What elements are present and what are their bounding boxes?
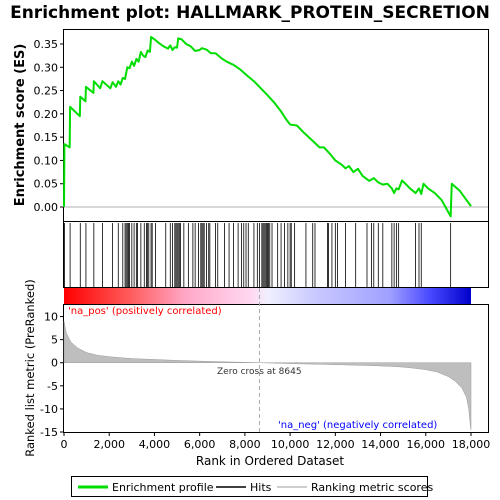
- x-tick-label: 18,000: [452, 438, 491, 451]
- legend-label-hits: Hits: [250, 481, 272, 494]
- metric-y-tick-label: -15: [40, 426, 58, 439]
- x-tick-label: 12,000: [316, 438, 355, 451]
- metric-y-axis-label: Ranked list metric (PreRanked): [23, 279, 37, 457]
- es-panel-frame: [63, 29, 489, 222]
- metric-y-tick-label: 5: [51, 334, 58, 347]
- x-tick-label: 6,000: [184, 438, 216, 451]
- x-axis-label: Rank in Ordered Dataset: [196, 454, 344, 468]
- metric-y-tick-label: 0: [51, 357, 58, 370]
- es-y-tick-label: 0.10: [34, 154, 59, 167]
- chart-title: Enrichment plot: HALLMARK_PROTEIN_SECRET…: [10, 3, 490, 23]
- zero-cross-label: Zero cross at 8645: [217, 367, 302, 377]
- es-line-layer: [63, 35, 488, 218]
- es-y-tick-label: 0.20: [34, 108, 59, 121]
- rank-color-bar: [64, 288, 471, 304]
- x-tick-label: 0: [61, 438, 68, 451]
- neg-correlated-label: 'na_neg' (negatively correlated): [278, 420, 437, 431]
- pos-correlated-label: 'na_pos' (positively correlated): [68, 306, 222, 317]
- x-tick-label: 14,000: [361, 438, 400, 451]
- x-axis: 0 2,000 4,000 6,000 8,000 10,000 12,000 14,000 1…: [61, 432, 491, 451]
- enrichment-profile-line: [63, 35, 472, 218]
- legend-label-enrichment: Enrichment profile: [112, 481, 214, 494]
- es-y-tick-label: 0.30: [34, 61, 59, 74]
- x-tick-label: 2,000: [93, 438, 125, 451]
- x-tick-label: 4,000: [139, 438, 171, 451]
- es-y-tick-label: 0.00: [34, 201, 59, 214]
- es-y-tick-label: 0.25: [34, 85, 59, 98]
- legend-box: [71, 476, 428, 497]
- metric-y-axis: -15 -10 -5 0 5 10: [40, 311, 64, 439]
- legend-label-metric: Ranking metric scores: [311, 481, 433, 494]
- metric-panel-frame: [63, 304, 489, 433]
- metric-y-tick-label: -10: [40, 403, 58, 416]
- es-y-tick-label: 0.15: [34, 131, 59, 144]
- es-y-tick-label: 0.05: [34, 178, 59, 191]
- metric-y-tick-label: -5: [47, 380, 58, 393]
- x-tick-label: 10,000: [271, 438, 310, 451]
- metric-series-area: [63, 321, 472, 430]
- es-y-axis: 0.00 0.05 0.10 0.15 0.20 0.25 0.30 0.35: [34, 38, 64, 214]
- es-y-axis-label: Enrichment score (ES): [13, 44, 28, 207]
- metric-y-tick-label: 10: [44, 311, 58, 324]
- es-y-tick-label: 0.35: [34, 38, 59, 51]
- metric-area-layer: [63, 321, 472, 430]
- x-tick-label: 16,000: [407, 438, 446, 451]
- x-tick-label: 8,000: [229, 438, 261, 451]
- hits-layer: [64, 223, 452, 287]
